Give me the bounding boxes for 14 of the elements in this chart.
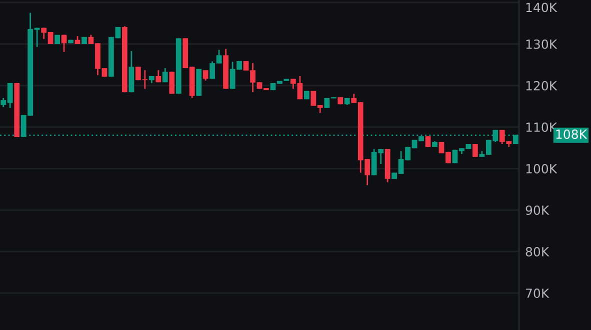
- candlestick: [425, 135, 431, 148]
- y-tick-label: 120K: [526, 80, 558, 90]
- y-tick-label: 80K: [526, 247, 550, 256]
- candlestick: [202, 69, 208, 82]
- ref-line-label: 108K: [556, 129, 588, 139]
- candlestick: [472, 143, 478, 158]
- candlestick: [162, 67, 168, 83]
- y-tick-label: 100K: [526, 164, 558, 174]
- candlestick: [156, 69, 162, 83]
- y-tick-label: 140K: [526, 2, 558, 12]
- y-tick-label: 130K: [526, 39, 558, 49]
- y-tick-label: 70K: [526, 288, 550, 298]
- candlestick: [169, 71, 175, 95]
- y-tick-label: 90K: [526, 206, 550, 215]
